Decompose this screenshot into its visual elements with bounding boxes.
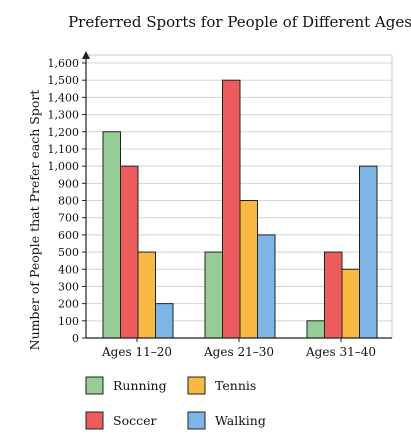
axes: 0 100 200 300 400 500 600 700 800 900 1,000 1,100 1,… [48, 51, 392, 359]
y-tick-label: 1,600 [48, 57, 80, 70]
y-tick-label: 400 [58, 263, 79, 276]
x-tick-label: Ages 21–30 [203, 345, 274, 359]
legend-swatch-running [85, 376, 104, 395]
y-axis-title: Number of People that Prefer each Sport [27, 90, 42, 351]
legend-label-tennis: Tennis [215, 378, 256, 393]
legend-swatch-tennis [187, 376, 206, 395]
bar-soccer-ages-31-40 [324, 251, 343, 339]
y-tick-label: 700 [58, 212, 79, 225]
legend-swatch-soccer [85, 411, 104, 430]
legend-label-soccer: Soccer [113, 413, 156, 428]
chart-title: Preferred Sports for People of Different… [68, 13, 411, 31]
bar-tennis-ages-11-20 [137, 251, 156, 339]
y-tick-label: 600 [58, 229, 79, 242]
y-tick-label: 1,300 [48, 109, 80, 122]
bar-walking-ages-21-30 [257, 234, 276, 339]
y-tick-label: 1,000 [48, 160, 80, 173]
bar-running-ages-21-30 [204, 251, 223, 339]
bar-tennis-ages-21-30 [239, 200, 258, 339]
bar-soccer-ages-21-30 [222, 79, 241, 339]
legend-label-walking: Walking [215, 413, 266, 428]
bar-running-ages-11-20 [102, 131, 121, 339]
y-tick-label: 900 [58, 177, 79, 190]
y-tick-label: 200 [58, 298, 79, 311]
legend-swatch-walking [187, 411, 206, 430]
y-tick-label: 100 [58, 315, 79, 328]
y-tick-label: 800 [58, 195, 79, 208]
x-tick-label: Ages 31–40 [305, 345, 376, 359]
bar-soccer-ages-11-20 [120, 165, 139, 339]
bar-walking-ages-31-40 [359, 165, 378, 339]
legend: Running Soccer Tennis Walking [85, 376, 266, 430]
y-tick-label: 0 [72, 332, 79, 345]
y-tick-label: 500 [58, 246, 79, 259]
bars [102, 79, 378, 339]
y-tick-label: 1,200 [48, 126, 80, 139]
legend-label-running: Running [113, 378, 167, 393]
y-tick-label: 1,100 [48, 143, 80, 156]
y-tick-label: 1,400 [48, 91, 80, 104]
y-tick-label: 300 [58, 280, 79, 293]
y-tick-label: 1,500 [48, 74, 80, 87]
bar-tennis-ages-31-40 [341, 268, 360, 339]
x-tick-label: Ages 11–20 [101, 345, 172, 359]
y-axis-arrow [82, 51, 90, 59]
bar-walking-ages-11-20 [155, 303, 174, 339]
bar-running-ages-31-40 [306, 320, 325, 339]
